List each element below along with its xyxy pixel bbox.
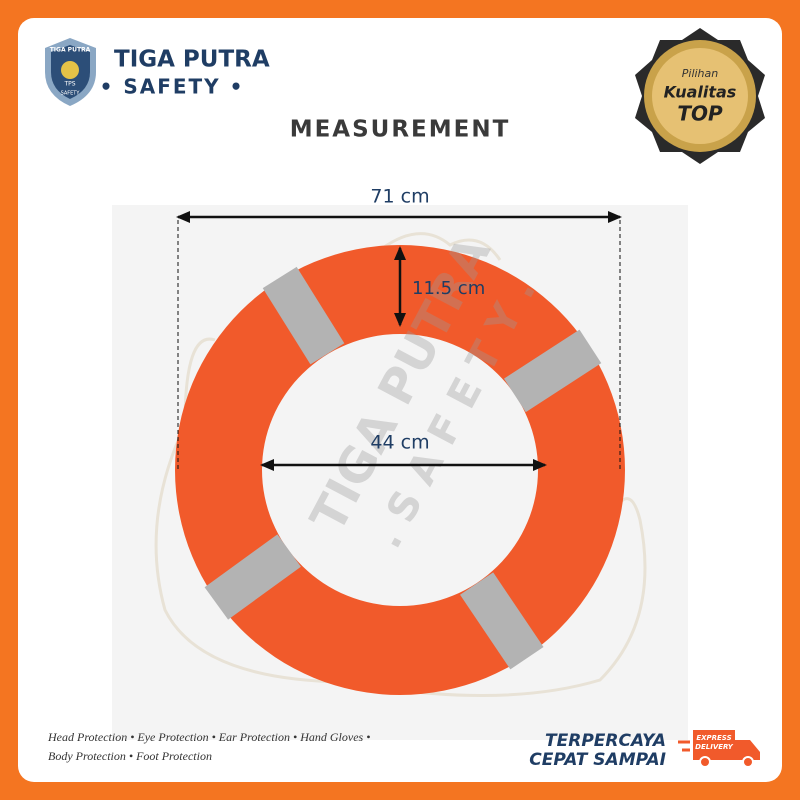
rope-segment [344, 497, 647, 698]
brand-name: TIGA PUTRA [114, 47, 270, 73]
arrowhead [533, 459, 547, 471]
arrowheads [176, 211, 622, 471]
arrowhead [176, 211, 190, 223]
brand-tagline: • SAFETY • [100, 75, 245, 99]
badge-face [652, 48, 748, 144]
reflective-bands [204, 266, 602, 670]
footer-text: Body Protection • Foot Protection [48, 749, 212, 763]
shield-text: TIGA PUTRA [50, 47, 91, 54]
slogan: TERPERCAYA [545, 731, 666, 751]
footer-text: Head Protection • Eye Protection • Ear P… [47, 730, 370, 744]
band [204, 534, 301, 620]
shield-emblem [61, 61, 79, 79]
title: MEASUREMENT [290, 117, 511, 143]
badge-text: TOP [677, 102, 723, 126]
wheel [699, 756, 711, 768]
arrowhead [394, 313, 406, 327]
dimension-lines [177, 215, 621, 470]
band [460, 572, 544, 670]
life-ring [175, 245, 625, 695]
arrowhead [608, 211, 622, 223]
wheel [742, 756, 754, 768]
band [504, 329, 602, 413]
width-label: 11.5 cm [412, 278, 485, 299]
truck-body [693, 730, 735, 760]
rope-segment [154, 424, 346, 684]
truck-text: EXPRESS [696, 734, 731, 742]
delivery-icon: EXPRESS DELIVERY [678, 730, 760, 768]
band [262, 266, 345, 365]
outer-label: 71 cm [370, 186, 429, 208]
slogan: CEPAT SAMPAI [529, 750, 666, 770]
shield-text: SAFETY [61, 91, 81, 97]
truck-cab [735, 740, 760, 760]
logo: TIGA PUTRA TPS SAFETY TIGA PUTRA • SAFET… [45, 38, 270, 106]
arrowhead [260, 459, 274, 471]
arrowhead [394, 246, 406, 260]
badge-text: Pilihan [682, 67, 719, 80]
badge-text: Kualitas [664, 83, 737, 102]
shield-text: TPS [63, 81, 75, 88]
rope-segment [379, 232, 502, 261]
inner-label: 44 cm [370, 432, 429, 454]
badge: Pilihan Kualitas TOP [635, 28, 765, 164]
truck-text: DELIVERY [695, 743, 734, 751]
